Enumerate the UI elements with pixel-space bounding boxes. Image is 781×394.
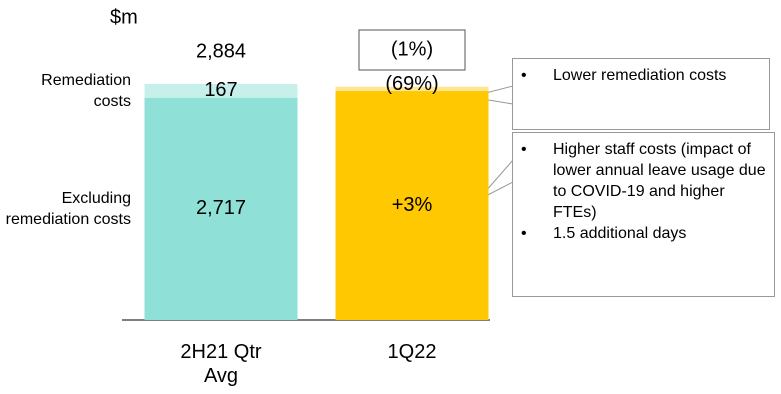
bullet-item: 1.5 additional days bbox=[521, 223, 766, 244]
bullet-item: Higher staff costs (impact of lower annu… bbox=[521, 139, 766, 223]
series-label: Remediation costs bbox=[41, 71, 131, 110]
bar-segment bbox=[144, 97, 298, 320]
bullet-list: Higher staff costs (impact of lower annu… bbox=[521, 139, 766, 244]
callout-box: Lower remediation costs bbox=[512, 58, 770, 130]
bar-segment bbox=[144, 84, 298, 98]
change-label: (69%) bbox=[385, 73, 438, 95]
change-label: +3% bbox=[392, 194, 433, 216]
bullet-item: Lower remediation costs bbox=[521, 65, 761, 86]
callout-box: Higher staff costs (impact of lower annu… bbox=[512, 132, 775, 297]
x-tick-label: 2H21 Qtr Avg bbox=[180, 341, 262, 387]
bar-segment bbox=[335, 91, 489, 320]
total-label: 2,884 bbox=[196, 40, 246, 62]
x-tick-label: 1Q22 bbox=[387, 341, 437, 363]
total-change-label: (1%) bbox=[391, 38, 433, 60]
series-label: Excluding remediation costs bbox=[5, 189, 131, 228]
bullet-list: Lower remediation costs bbox=[521, 65, 761, 86]
bar-segment bbox=[335, 86, 489, 92]
unit-label: $m bbox=[110, 6, 138, 28]
value-label: 2,717 bbox=[196, 197, 246, 219]
total-change-box bbox=[358, 29, 466, 71]
value-label: 167 bbox=[204, 79, 237, 101]
